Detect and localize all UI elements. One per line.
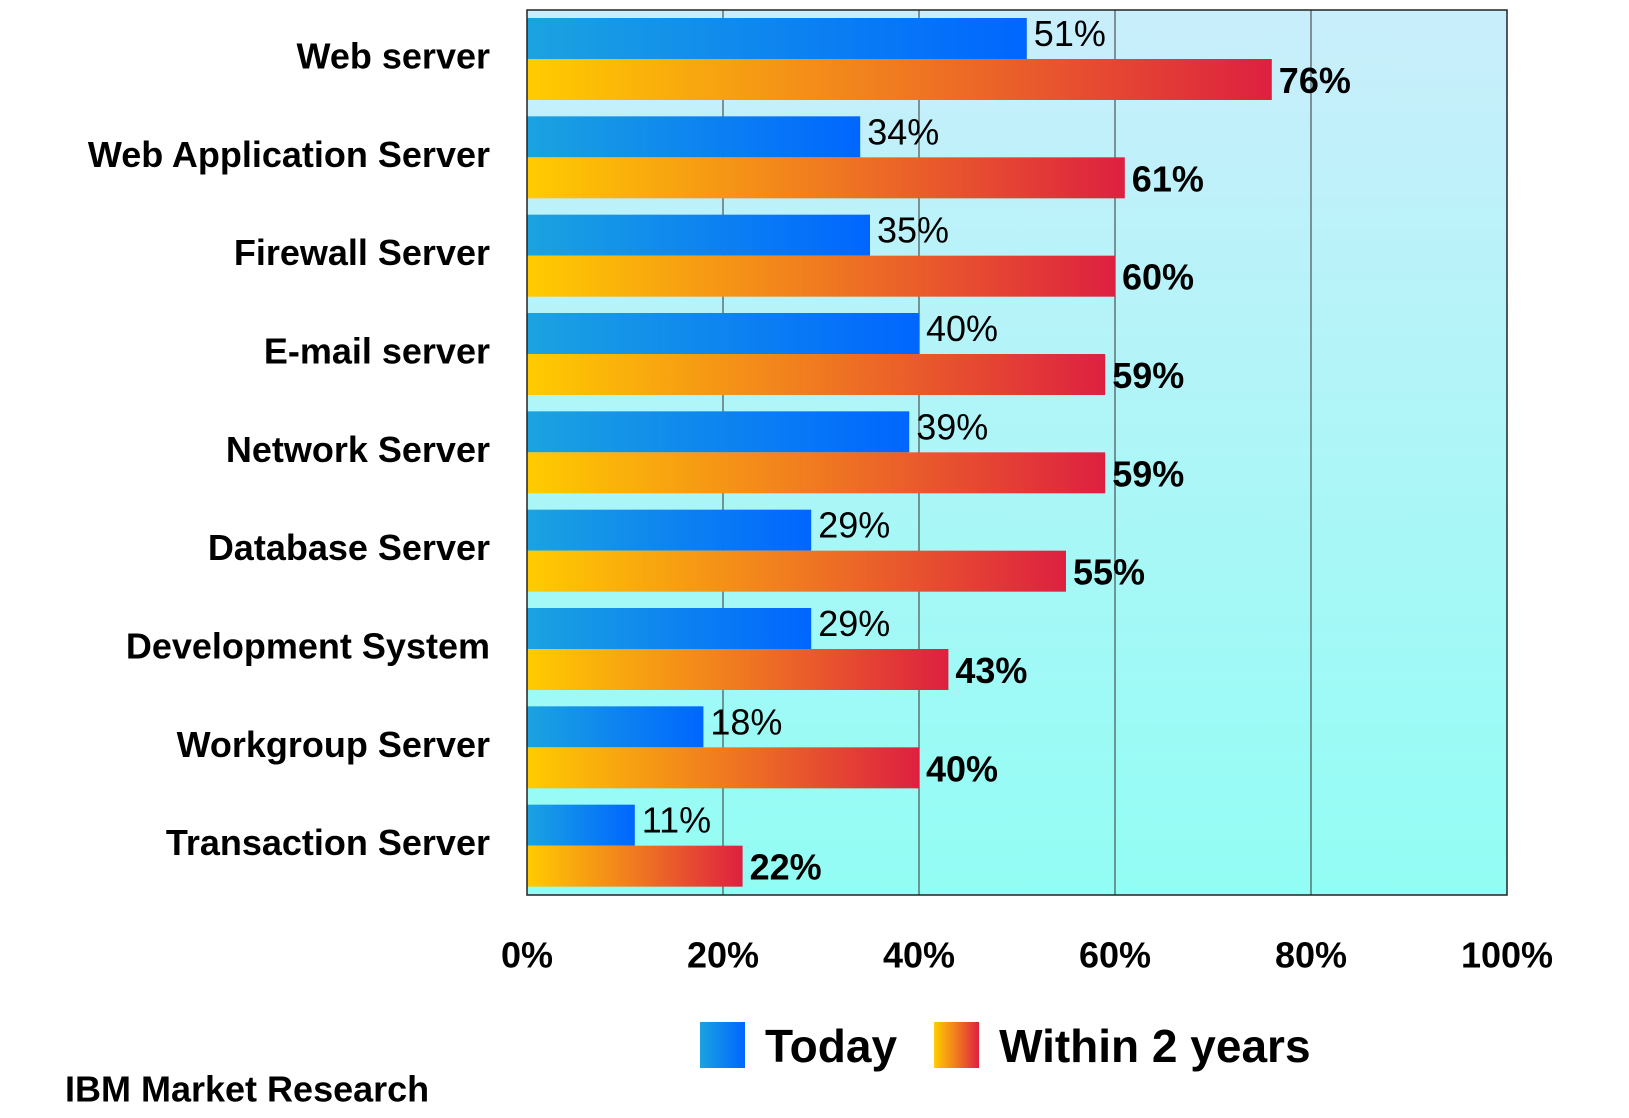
bar	[527, 255, 1115, 297]
bar	[527, 313, 919, 354]
bar	[527, 354, 1106, 395]
value-label: 29%	[818, 603, 890, 644]
x-tick-label: 100%	[1461, 935, 1553, 976]
x-tick-label: 20%	[687, 935, 759, 976]
plot-border	[526, 9, 1508, 896]
value-label: 35%	[877, 210, 949, 251]
value-label: 59%	[1112, 355, 1184, 396]
value-label: 40%	[926, 748, 998, 789]
value-label: 59%	[1112, 453, 1184, 494]
category-label: Transaction Server	[166, 822, 490, 863]
value-label: 61%	[1132, 158, 1204, 199]
value-label: 11%	[642, 800, 711, 841]
bar	[527, 452, 1106, 494]
category-label: Workgroup Server	[177, 724, 490, 765]
bar	[527, 649, 949, 690]
value-label: 39%	[916, 406, 988, 447]
bar	[527, 845, 743, 887]
source-note: IBM Market Research	[65, 1069, 429, 1110]
value-label: 60%	[1122, 257, 1194, 298]
x-tick-label: 80%	[1275, 935, 1347, 976]
value-label: 43%	[955, 650, 1027, 691]
bar	[527, 509, 812, 551]
bar	[527, 214, 870, 256]
bar	[527, 706, 704, 748]
value-label: 18%	[710, 701, 782, 742]
category-label: Network Server	[226, 429, 490, 470]
legend-label: Within 2 years	[999, 1020, 1310, 1072]
category-label: Web server	[297, 36, 490, 77]
category-label: Firewall Server	[234, 232, 490, 273]
bar	[527, 804, 635, 846]
bar	[527, 157, 1125, 199]
bar	[527, 59, 1272, 100]
category-label: E-mail server	[264, 331, 490, 372]
value-label: 76%	[1279, 60, 1351, 101]
bar	[527, 608, 812, 649]
x-tick-label: 60%	[1079, 935, 1151, 976]
value-label: 40%	[926, 308, 998, 349]
value-label: 29%	[818, 505, 890, 546]
category-label: Development System	[126, 626, 490, 667]
legend-label: Today	[765, 1020, 897, 1072]
legend-swatch	[700, 1022, 745, 1068]
legend-swatch	[934, 1022, 980, 1068]
value-label: 51%	[1034, 13, 1106, 54]
bar	[527, 18, 1027, 59]
x-tick-label: 0%	[501, 935, 553, 976]
bar	[527, 550, 1066, 592]
x-tick-label: 40%	[883, 935, 955, 976]
category-label: Database Server	[208, 527, 490, 568]
value-label: 22%	[750, 847, 822, 888]
bar	[527, 116, 861, 158]
bar	[527, 747, 919, 789]
category-label: Web Application Server	[88, 134, 490, 175]
value-label: 55%	[1073, 552, 1145, 593]
value-label: 34%	[867, 111, 939, 152]
bar	[527, 411, 910, 453]
